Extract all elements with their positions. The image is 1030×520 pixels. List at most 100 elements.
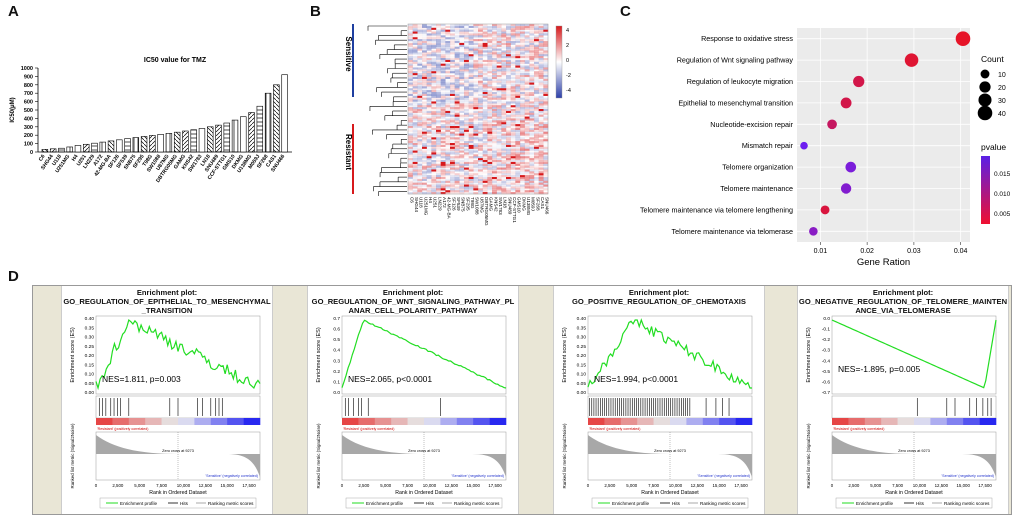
heatmap-cell bbox=[417, 42, 423, 45]
heatmap-cell bbox=[412, 131, 418, 134]
heatmap-cell bbox=[524, 92, 530, 95]
heatmap-cell bbox=[454, 167, 460, 170]
enrichment-profile-line bbox=[587, 318, 752, 389]
heatmap-cell bbox=[496, 27, 502, 30]
heatmap-cell bbox=[543, 99, 549, 102]
heatmap-cell bbox=[487, 82, 493, 85]
heatmap-cell bbox=[492, 152, 497, 155]
heatmap-cell bbox=[473, 99, 479, 102]
heatmap-cell bbox=[534, 105, 539, 108]
heatmap-cell bbox=[496, 131, 502, 134]
heatmap-cell bbox=[538, 107, 544, 110]
heatmap-cell bbox=[492, 167, 497, 170]
heatmap-cell bbox=[515, 118, 521, 121]
heatmap-cell bbox=[501, 26, 506, 28]
heatmap-cell bbox=[464, 52, 469, 55]
heatmap-cell bbox=[440, 148, 446, 151]
heatmap-cell bbox=[459, 144, 465, 147]
heatmap-cell bbox=[468, 61, 474, 64]
heatmap-cell bbox=[413, 94, 418, 96]
dot bbox=[820, 205, 830, 215]
heatmap-cell bbox=[445, 67, 451, 70]
heatmap-cell bbox=[450, 186, 455, 189]
heatmap-cell bbox=[422, 86, 427, 89]
heatmap-cell bbox=[524, 50, 530, 53]
heatmap-cell bbox=[496, 75, 502, 78]
heatmap-cell bbox=[543, 71, 549, 74]
heatmap-cell bbox=[445, 182, 451, 185]
heatmap-cell bbox=[450, 84, 455, 87]
heatmap-cell bbox=[426, 82, 432, 85]
heatmap-cell bbox=[440, 163, 446, 166]
heatmap-cell bbox=[515, 192, 521, 195]
heatmap-cell bbox=[450, 103, 455, 105]
heatmap-cell bbox=[445, 28, 450, 30]
heatmap-cell bbox=[436, 103, 441, 106]
bar bbox=[41, 149, 49, 153]
rank-gradient-segment bbox=[620, 418, 638, 425]
heatmap-cell bbox=[482, 59, 488, 62]
gsea-plot-4: Enrichment score (ES)0.0-0.1-0.2-0.3-0.4… bbox=[806, 315, 997, 509]
heatmap-cell bbox=[534, 169, 539, 172]
heatmap-cell bbox=[510, 186, 516, 189]
heatmap-cell bbox=[440, 39, 446, 42]
x-axis-label: Rank in Ordered Dataset bbox=[395, 490, 453, 496]
heatmap-cell bbox=[445, 105, 451, 108]
chart-title: IC50 value for TMZ bbox=[144, 57, 207, 64]
heatmap-cell bbox=[506, 173, 511, 176]
heatmap-cell bbox=[534, 90, 539, 93]
heatmap-cell bbox=[422, 169, 427, 172]
heatmap-cell bbox=[459, 126, 465, 129]
heatmap-cell bbox=[520, 190, 525, 193]
heatmap-cell bbox=[543, 129, 549, 132]
heatmap-cell bbox=[459, 46, 465, 49]
heatmap-cell bbox=[459, 167, 465, 170]
heatmap-cell bbox=[417, 37, 422, 39]
heatmap-cell bbox=[515, 99, 521, 102]
heatmap-cell bbox=[417, 148, 423, 151]
es-tick-label: 0.15 bbox=[577, 362, 587, 368]
heatmap-cell bbox=[431, 49, 436, 51]
heatmap-cell bbox=[520, 184, 525, 187]
heatmap-cell bbox=[473, 152, 478, 154]
heatmap-cell bbox=[422, 110, 427, 113]
heatmap-cell bbox=[501, 137, 507, 140]
heatmap-cell bbox=[487, 27, 493, 30]
heatmap-cell bbox=[459, 160, 465, 163]
bar bbox=[83, 143, 90, 153]
x-tick-label: 15,000 bbox=[220, 483, 234, 488]
heatmap-cell bbox=[436, 135, 441, 138]
heatmap-cell bbox=[487, 86, 493, 89]
heatmap-cell bbox=[492, 84, 497, 86]
heatmap-cell bbox=[445, 124, 451, 127]
heatmap-cell bbox=[417, 188, 423, 191]
legend-rank-label: Ranking metric scores bbox=[944, 501, 990, 506]
x-axis-label: Rank in Ordered Dataset bbox=[641, 490, 699, 496]
heatmap-cell bbox=[529, 110, 535, 113]
heatmap-cell bbox=[482, 124, 488, 127]
heatmap-cell bbox=[454, 86, 460, 89]
heatmap-cell bbox=[417, 169, 423, 172]
heatmap-cell bbox=[431, 169, 437, 172]
heatmap-cell bbox=[473, 92, 479, 95]
heatmap-cell bbox=[417, 99, 423, 102]
heatmap-cell bbox=[422, 184, 427, 187]
heatmap-cell bbox=[468, 135, 474, 138]
heatmap-cell bbox=[501, 129, 507, 132]
heatmap-cell bbox=[422, 139, 427, 142]
heatmap-cell bbox=[422, 101, 427, 104]
heatmap-cell bbox=[478, 103, 483, 106]
heatmap-cell bbox=[454, 169, 460, 172]
heatmap-cell bbox=[473, 169, 479, 172]
heatmap-cell bbox=[454, 152, 460, 155]
heatmap-cell bbox=[529, 116, 535, 119]
heatmap-cell bbox=[492, 129, 497, 132]
heatmap-cell bbox=[496, 105, 502, 108]
heatmap-cell bbox=[487, 80, 493, 83]
heatmap-cell bbox=[506, 63, 511, 66]
heatmap-cell bbox=[440, 107, 446, 110]
heatmap-cell bbox=[445, 154, 451, 157]
heatmap-cell bbox=[524, 175, 530, 178]
